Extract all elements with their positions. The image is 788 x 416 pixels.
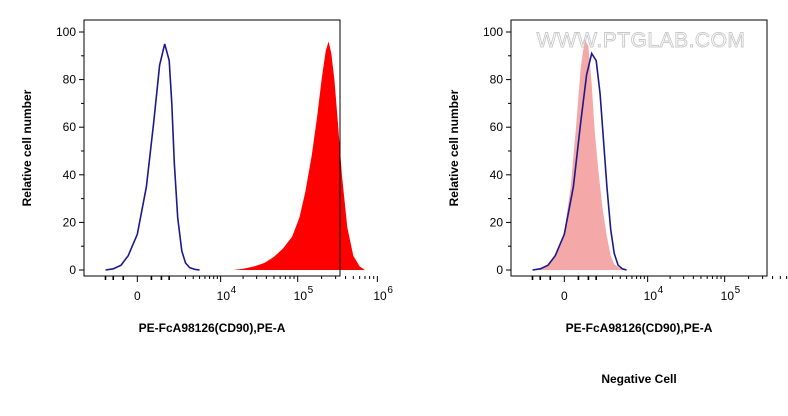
x-axis-label: PE-FcA98126(CD90),PE-A <box>139 321 286 335</box>
x-tick-exponent: 5 <box>308 285 314 296</box>
y-axis-label: Relative cell number <box>447 89 461 206</box>
y-tick-label: 60 <box>490 120 504 134</box>
y-axis-label: Relative cell number <box>20 89 34 206</box>
x-axis-label: PE-FcA98126(CD90),PE-A <box>566 321 713 335</box>
x-tick-label: 10 <box>294 289 308 303</box>
plot-frame <box>83 19 341 277</box>
x-tick-label: 10 <box>217 289 231 303</box>
y-tick-label: 20 <box>63 215 77 229</box>
y-tick-label: 60 <box>63 120 77 134</box>
y-axis-ticks: 0 20 40 60 80 100 <box>483 25 511 277</box>
x-tick-exponent: 5 <box>735 285 741 296</box>
x-tick-exponent: 4 <box>658 285 664 296</box>
x-tick-label: 10 <box>373 289 387 303</box>
y-tick-label: 40 <box>63 168 77 182</box>
panel-caption: Negative Cell <box>601 372 676 386</box>
y-tick-label: 0 <box>496 263 503 277</box>
y-tick-label: 100 <box>483 25 503 39</box>
x-tick-label: 0 <box>134 289 141 303</box>
y-tick-label: 20 <box>490 215 504 229</box>
x-tick-exponent: 6 <box>387 285 393 296</box>
y-tick-label: 100 <box>56 25 76 39</box>
watermark: WWW.PTGLAB.COM <box>537 29 746 52</box>
control-histogram-line <box>532 51 627 271</box>
control-histogram-line <box>105 43 200 271</box>
x-tick-label: 0 <box>561 289 568 303</box>
x-tick-label: 10 <box>644 289 658 303</box>
y-axis-ticks: 0 20 40 60 80 100 <box>56 25 84 277</box>
x-tick-label: 10 <box>721 289 735 303</box>
y-tick-label: 80 <box>63 73 77 87</box>
y-tick-label: 40 <box>490 168 504 182</box>
x-tick-exponent: 4 <box>231 285 237 296</box>
y-tick-label: 0 <box>69 263 76 277</box>
sample-histogram-fill <box>233 41 365 270</box>
y-tick-label: 80 <box>490 73 504 87</box>
sample-histogram-fill <box>532 39 628 270</box>
plot-frame <box>510 19 768 277</box>
